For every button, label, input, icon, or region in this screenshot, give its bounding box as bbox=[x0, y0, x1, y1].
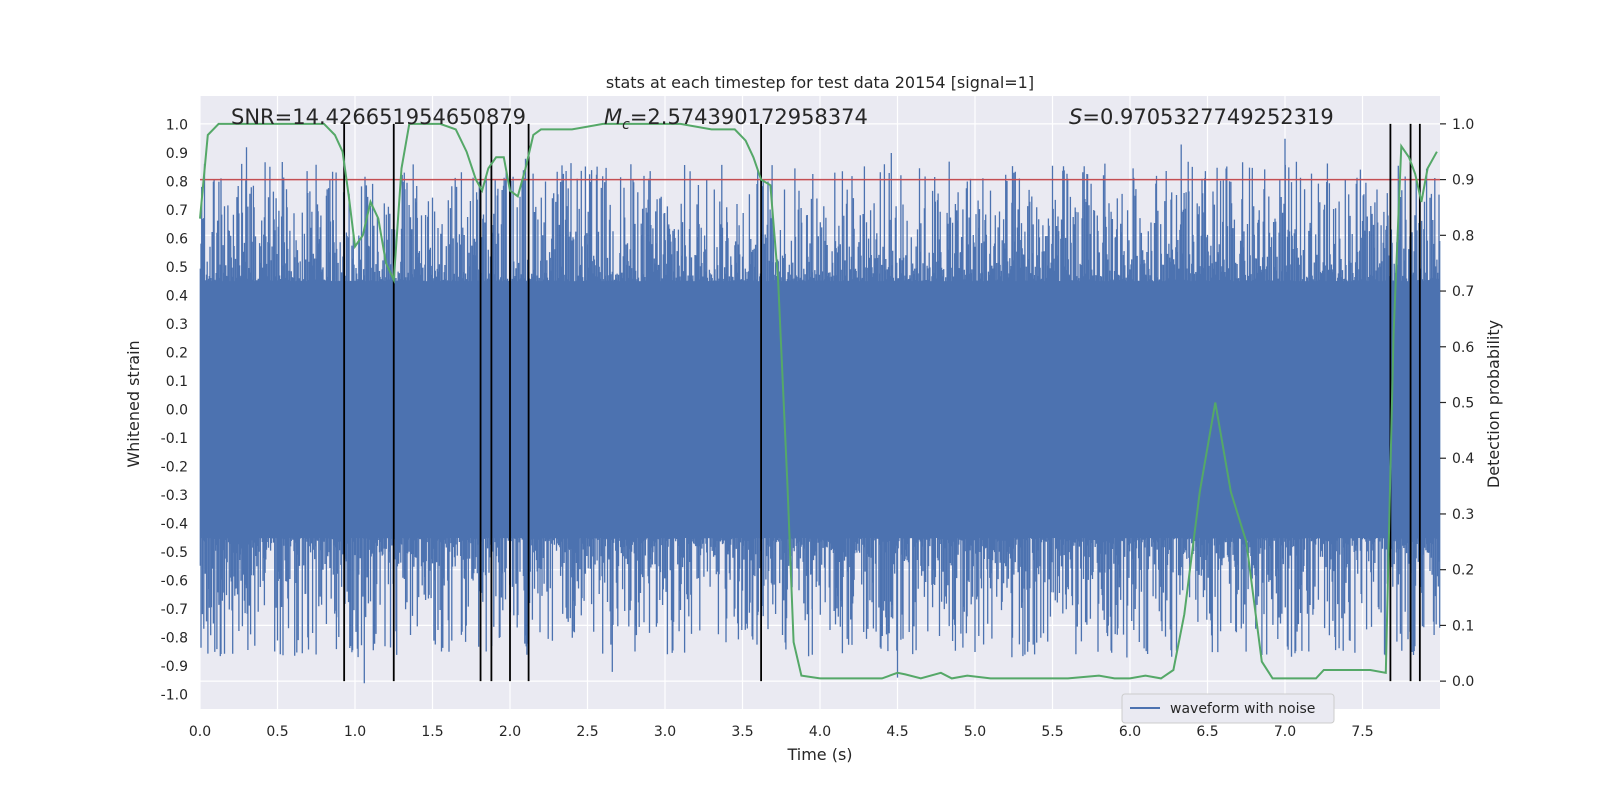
plot-area bbox=[199, 122, 1441, 684]
y-tick-label-18: -0.8 bbox=[161, 631, 188, 647]
x-tick-label-2: 1.0 bbox=[344, 724, 366, 740]
y-tick-label-12: -0.2 bbox=[161, 460, 188, 476]
y-right-tick-label-8: 0.2 bbox=[1452, 563, 1474, 579]
y-tick-label-1: 0.9 bbox=[166, 146, 188, 162]
y-right-tick-label-7: 0.3 bbox=[1452, 507, 1474, 523]
y-tick-label-11: -0.1 bbox=[161, 431, 188, 447]
y-tick-label-9: 0.1 bbox=[166, 374, 188, 390]
legend-label: waveform with noise bbox=[1170, 701, 1315, 717]
s-value: =0.9705327749252319 bbox=[1082, 105, 1333, 129]
x-tick-label-3: 1.5 bbox=[421, 724, 443, 740]
y-tick-label-16: -0.6 bbox=[161, 574, 188, 590]
x-tick-label-13: 6.5 bbox=[1196, 724, 1218, 740]
detection-probability-line bbox=[199, 122, 1438, 680]
y-right-tick-label-9: 0.1 bbox=[1452, 618, 1474, 634]
y-tick-label-10: 0.0 bbox=[166, 403, 188, 419]
y-axis-ticks: 1.0 0.9 0.8 0.7 0.6 0.5 0.4 0.3 0.2 0.1 0.0 -0.1 -0.… bbox=[161, 118, 188, 704]
x-tick-label-9: 4.5 bbox=[886, 724, 908, 740]
x-tick-label-8: 4.0 bbox=[809, 724, 831, 740]
chirp-mass-value: =2.574390172958374 bbox=[630, 105, 868, 129]
y-tick-label-5: 0.5 bbox=[166, 260, 188, 276]
s-symbol: S bbox=[1069, 105, 1082, 129]
legend: waveform with noise bbox=[1121, 693, 1335, 724]
y-tick-label-7: 0.3 bbox=[166, 317, 188, 333]
y-tick-label-6: 0.4 bbox=[166, 289, 188, 305]
y-tick-label-13: -0.3 bbox=[161, 488, 188, 504]
waveform-series bbox=[199, 138, 1441, 684]
y-tick-label-4: 0.6 bbox=[166, 232, 188, 248]
y-right-tick-label-0: 1.0 bbox=[1452, 117, 1474, 133]
y-tick-label-3: 0.7 bbox=[166, 203, 188, 219]
y-right-tick-label-6: 0.4 bbox=[1452, 451, 1474, 467]
x-tick-label-7: 3.5 bbox=[731, 724, 753, 740]
x-tick-label-4: 2.0 bbox=[499, 724, 521, 740]
x-tick-label-5: 2.5 bbox=[576, 724, 598, 740]
y-tick-label-8: 0.2 bbox=[166, 346, 188, 362]
x-tick-label-6: 3.0 bbox=[654, 724, 676, 740]
waveform-band bbox=[200, 281, 1440, 538]
x-axis-ticks: 0.0 0.5 1.0 1.5 2.0 2.5 3.0 3.5 4.0 4.5 5.0 5.5 6.0 6… bbox=[189, 724, 1374, 740]
y-right-tick-label-3: 0.7 bbox=[1452, 284, 1474, 300]
y-right-axis-label: Detection probability bbox=[1484, 320, 1503, 488]
y-tick-label-0: 1.0 bbox=[166, 118, 188, 134]
y-right-tick-label-10: 0.0 bbox=[1452, 674, 1474, 690]
y-tick-label-14: -0.4 bbox=[161, 517, 188, 533]
x-tick-label-10: 5.0 bbox=[964, 724, 986, 740]
s-annotation: S=0.9705327749252319 bbox=[1069, 105, 1334, 129]
chirp-mass-symbol: M bbox=[604, 105, 622, 129]
x-tick-label-0: 0.0 bbox=[189, 724, 211, 740]
chirp-mass-annotation: Mc=2.574390172958374 bbox=[604, 105, 868, 133]
chirp-mass-subscript: c bbox=[622, 117, 630, 133]
y-tick-label-19: -0.9 bbox=[161, 659, 188, 675]
x-axis-label: Time (s) bbox=[786, 745, 852, 764]
x-tick-label-11: 5.5 bbox=[1041, 724, 1063, 740]
y-tick-label-2: 0.8 bbox=[166, 175, 188, 191]
snr-annotation: SNR=14.426651954650879 bbox=[231, 105, 526, 129]
chart-title: stats at each timestep for test data 201… bbox=[606, 73, 1034, 92]
x-tick-label-15: 7.5 bbox=[1351, 724, 1373, 740]
y-tick-label-20: -1.0 bbox=[161, 688, 188, 704]
x-tick-label-14: 7.0 bbox=[1274, 724, 1296, 740]
legend-box bbox=[1121, 693, 1335, 724]
y-right-tick-label-4: 0.6 bbox=[1452, 340, 1474, 356]
y-axis-label: Whitened strain bbox=[124, 340, 143, 467]
x-tick-label-12: 6.0 bbox=[1119, 724, 1141, 740]
x-tick-label-1: 0.5 bbox=[266, 724, 288, 740]
y-right-axis-ticks: 1.0 0.9 0.8 0.7 0.6 0.5 0.4 0.3 0.2 0.1 0.0 bbox=[1440, 117, 1474, 690]
y-right-tick-label-1: 0.9 bbox=[1452, 173, 1474, 189]
y-right-tick-label-5: 0.5 bbox=[1452, 396, 1474, 412]
y-right-tick-label-2: 0.8 bbox=[1452, 228, 1474, 244]
y-tick-label-17: -0.7 bbox=[161, 602, 188, 618]
y-tick-label-15: -0.5 bbox=[161, 545, 188, 561]
event-lines bbox=[343, 123, 1421, 682]
